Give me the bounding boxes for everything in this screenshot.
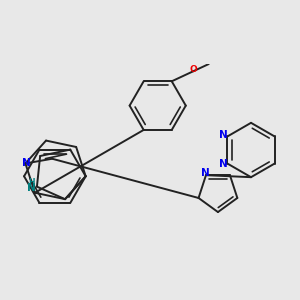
Text: O: O [190,65,197,74]
Text: N: N [27,183,35,193]
Text: N: N [201,168,210,178]
Text: N: N [22,158,31,169]
Text: H: H [28,178,34,187]
Text: N: N [220,130,228,140]
Text: N: N [219,160,227,170]
